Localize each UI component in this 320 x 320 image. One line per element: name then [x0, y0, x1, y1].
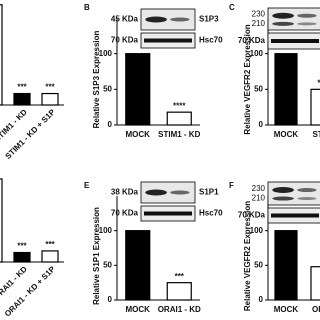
x-tick-label: MOCK — [126, 305, 151, 314]
bar — [274, 230, 298, 301]
bar — [310, 88, 320, 126]
y-tick-label: 0 — [259, 295, 264, 304]
bar — [125, 53, 151, 126]
blot-left-label: 45 KDa — [111, 15, 139, 24]
y-tick-label: 50 — [103, 84, 112, 93]
bar — [0, 178, 3, 263]
x-tick-label: ORAI — [312, 305, 320, 314]
y-tick-label: 100 — [250, 226, 264, 235]
blot-left-label: 70 KDa — [111, 209, 139, 218]
bar — [274, 53, 298, 126]
x-tick-label: STIM1 - KD + S1P — [4, 107, 58, 161]
y-tick-label: 50 — [254, 260, 263, 269]
y-tick-label: 50 — [103, 260, 112, 269]
y-axis-label: Relative S1P3 Expression — [92, 30, 101, 128]
blot-right-label: Hsc70 — [199, 209, 223, 218]
blot-left-label: 38 KDa — [111, 188, 139, 197]
bar — [310, 266, 320, 301]
blot-left-label: 70 KDa — [238, 211, 266, 220]
y-tick-label: 100 — [99, 226, 113, 235]
blot-band — [271, 39, 319, 43]
panel-label: B — [84, 3, 90, 12]
panel-label: F — [229, 181, 234, 190]
bar — [41, 250, 59, 263]
blot-frame — [140, 8, 196, 31]
blot-band — [272, 12, 294, 19]
y-tick-label: 0 — [108, 120, 113, 129]
blot-left-label: 210 — [252, 194, 266, 203]
bar — [125, 230, 151, 301]
x-tick-label: ORAI1 - KD — [158, 305, 201, 314]
panel-label: C — [229, 3, 235, 12]
blot-band — [144, 211, 192, 216]
y-tick-label: 100 — [250, 49, 264, 58]
significance: *** — [175, 272, 185, 281]
y-axis-label: Relative VEGFR2 Expression — [243, 201, 252, 311]
significance: *** — [17, 83, 27, 92]
blot-band — [297, 22, 317, 26]
significance: *** — [45, 240, 55, 249]
blot-band — [272, 187, 294, 194]
x-tick-label: STIM1 - KD — [158, 130, 200, 139]
blot-right-label: S1P1 — [199, 188, 219, 197]
significance: *** — [317, 78, 320, 87]
blot-left-label: 230 — [252, 184, 266, 193]
blot-band — [297, 13, 317, 18]
y-axis-label: Relative S1P1 Expression — [92, 207, 101, 305]
significance: *** — [17, 242, 27, 251]
blot-left-label: 70 KDa — [111, 36, 139, 45]
blot-band — [144, 38, 192, 43]
blot-band — [170, 190, 190, 195]
blot-right-label: S1P3 — [199, 15, 219, 24]
bar — [13, 92, 31, 106]
blot-band — [145, 16, 167, 23]
blot-band — [297, 197, 317, 201]
blot-band — [145, 189, 167, 196]
blot-left-label: 70 KDa — [238, 36, 266, 45]
blot-frame — [140, 181, 196, 204]
blot-left-label: 210 — [252, 19, 266, 28]
x-tick-label: MOCK — [274, 305, 299, 314]
bar — [166, 111, 192, 126]
blot-band — [297, 188, 317, 193]
blot-band — [271, 213, 319, 218]
significance: *** — [45, 83, 55, 92]
blot-right-label: Hsc70 — [199, 36, 223, 45]
x-tick-label: MOCK — [126, 130, 151, 139]
bar — [13, 251, 31, 263]
x-tick-label: STIM — [312, 130, 320, 139]
blot-frame — [267, 7, 320, 31]
bar — [166, 282, 192, 301]
blot-band — [272, 21, 294, 26]
y-tick-label: 0 — [108, 295, 113, 304]
blot-band — [272, 196, 294, 201]
bar — [0, 4, 3, 106]
bar — [41, 92, 59, 106]
y-tick-label: 100 — [99, 49, 113, 58]
blot-frame — [267, 181, 320, 206]
panel-label: E — [84, 181, 90, 190]
x-tick-label: P — [0, 107, 1, 118]
blot-left-label: 230 — [252, 10, 266, 19]
y-axis-label: Relative VEGFR2 Expression — [243, 24, 252, 134]
blot-band — [170, 17, 190, 22]
x-tick-label: ORAI1 - KD + S1P — [3, 264, 57, 318]
y-tick-label: 0 — [259, 120, 264, 129]
significance: **** — [173, 101, 186, 110]
x-tick-label: R — [0, 264, 1, 275]
y-tick-label: 50 — [254, 84, 263, 93]
x-tick-label: MOCK — [274, 130, 299, 139]
